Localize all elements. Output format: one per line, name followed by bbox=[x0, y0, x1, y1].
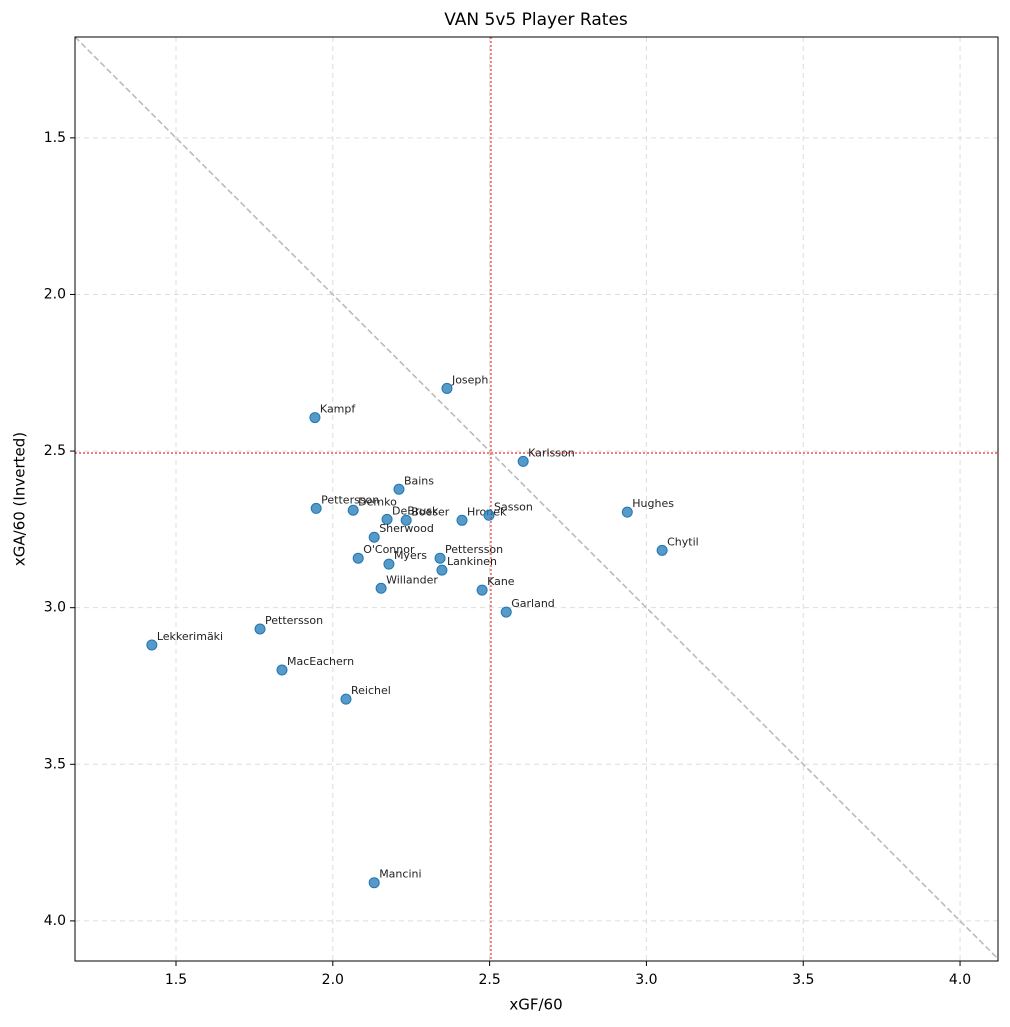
point bbox=[375, 582, 387, 594]
point bbox=[393, 483, 405, 495]
point bbox=[434, 552, 446, 564]
point bbox=[656, 544, 668, 556]
point-label: Boeser bbox=[411, 505, 450, 518]
point-label: Lankinen bbox=[447, 555, 497, 568]
x-tick-label: 2.0 bbox=[322, 972, 344, 988]
point bbox=[400, 514, 412, 526]
point-label: Mancini bbox=[379, 868, 421, 881]
x-tick-label: 3.0 bbox=[635, 972, 657, 988]
y-tick-label: 2.5 bbox=[44, 443, 66, 459]
point bbox=[381, 513, 393, 525]
point-label: Sherwood bbox=[379, 522, 434, 535]
point-label: Joseph bbox=[451, 373, 488, 386]
point bbox=[310, 502, 322, 514]
point bbox=[436, 564, 448, 576]
x-tick-label: 3.5 bbox=[792, 972, 814, 988]
point-label: Chytil bbox=[667, 535, 699, 548]
point-label: Willander bbox=[386, 573, 438, 586]
x-tick-label: 2.5 bbox=[478, 972, 500, 988]
point bbox=[146, 639, 158, 651]
point-label: Reichel bbox=[351, 684, 391, 697]
point-label: DeBrusk bbox=[392, 504, 439, 517]
y-tick-label: 3.0 bbox=[44, 600, 66, 616]
point bbox=[368, 877, 380, 889]
point-label: Pettersson bbox=[265, 614, 323, 627]
point bbox=[352, 552, 364, 564]
point bbox=[517, 455, 529, 467]
point-label: MacEachern bbox=[287, 655, 354, 668]
plot-frame bbox=[74, 36, 999, 962]
point-label: Pettersson bbox=[321, 493, 379, 506]
point-label: Garland bbox=[511, 597, 555, 610]
y-tick-label: 2.0 bbox=[44, 286, 66, 302]
point bbox=[500, 606, 512, 618]
point-label: Kampf bbox=[320, 403, 356, 416]
y-tick-label: 3.5 bbox=[44, 756, 66, 772]
point-label: Karlsson bbox=[528, 446, 575, 459]
point bbox=[368, 531, 380, 543]
point-label: Bains bbox=[404, 474, 434, 487]
point-label: Demko bbox=[358, 495, 397, 508]
point bbox=[476, 584, 488, 596]
point-label: Myers bbox=[394, 549, 427, 562]
point-label: O'Connor bbox=[363, 543, 415, 556]
y-tick-label: 1.5 bbox=[44, 130, 66, 146]
point bbox=[347, 504, 359, 516]
y-tick-label: 4.0 bbox=[44, 913, 66, 929]
point bbox=[621, 506, 633, 518]
point bbox=[254, 623, 266, 635]
point-label: Sasson bbox=[494, 500, 533, 513]
point bbox=[441, 382, 453, 394]
point bbox=[456, 514, 468, 526]
diagonal-line bbox=[74, 36, 999, 960]
chart-title: VAN 5v5 Player Rates bbox=[444, 10, 628, 30]
point-label: Hughes bbox=[632, 497, 674, 510]
x-tick-label: 1.5 bbox=[165, 972, 187, 988]
point bbox=[309, 412, 321, 424]
point bbox=[483, 509, 495, 521]
point-label: Pettersson bbox=[445, 543, 503, 556]
y-axis-label: xGA/60 (Inverted) bbox=[11, 432, 29, 566]
point-label: Lekkerimäki bbox=[157, 630, 223, 643]
point bbox=[383, 558, 395, 570]
point bbox=[276, 664, 288, 676]
x-axis-label: xGF/60 bbox=[509, 996, 562, 1014]
x-tick-label: 4.0 bbox=[949, 972, 971, 988]
point-label: Kane bbox=[487, 575, 515, 588]
point bbox=[340, 693, 352, 705]
